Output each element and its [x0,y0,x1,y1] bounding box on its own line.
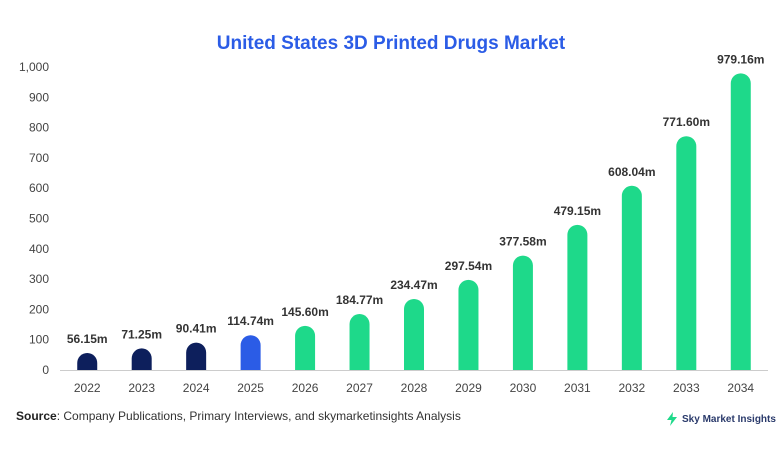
x-tick-label-2029: 2029 [455,381,482,395]
x-tick-label-2032: 2032 [618,381,645,395]
bar-2026 [295,325,316,370]
data-label-2026: 145.60m [281,305,328,319]
bar-2029 [458,279,479,370]
y-tick-label: 200 [29,302,49,316]
x-tick-label-2023: 2023 [128,381,155,395]
bar-2032 [621,185,642,370]
y-tick-label: 500 [29,212,49,226]
data-label-2029: 297.54m [445,259,492,273]
y-tick-label: 900 [29,90,49,104]
bar-2025 [240,335,261,370]
data-label-2032: 608.04m [608,165,655,179]
brand-logo: Sky Market Insights [666,412,776,426]
y-tick-label: 400 [29,242,49,256]
bar-2031 [567,224,588,370]
y-axis: 0 100 200 300 400 500 600 700 800 900 1,000 [19,60,49,377]
bar-series [77,73,751,371]
y-tick-label: 100 [29,333,49,347]
bar-2024 [186,342,207,370]
chart-title: United States 3D Printed Drugs Market [216,33,566,54]
data-label-2030: 377.58m [499,235,546,249]
data-label-2023: 71.25m [121,327,162,341]
data-labels: 56.15m 71.25m 90.41m 114.74m 145.60m 184.77m 2… [67,52,765,346]
bar-2028 [404,298,424,370]
x-tick-label-2034: 2034 [727,381,754,395]
source-note: Source: Company Publications, Primary In… [16,409,461,423]
bar-2022 [77,352,98,370]
data-label-2022: 56.15m [67,332,108,346]
bar-2027 [349,314,370,370]
x-axis: 2022 2023 2024 2025 2026 2027 2028 2029 2030 2031… [60,370,768,395]
data-label-2025: 114.74m [227,314,274,328]
source-label: Source [16,409,57,423]
data-label-2027: 184.77m [336,293,383,307]
x-tick-label-2030: 2030 [510,381,537,395]
x-tick-label-2028: 2028 [401,381,428,395]
data-label-2031: 479.15m [554,204,601,218]
brand-name: Sky Market Insights [682,413,776,425]
x-tick-label-2025: 2025 [237,381,264,395]
bar-2033 [676,136,697,370]
data-label-2024: 90.41m [176,322,217,336]
data-label-2028: 234.47m [390,278,437,292]
x-tick-label-2033: 2033 [673,381,700,395]
source-text: : Company Publications, Primary Intervie… [56,409,461,423]
y-tick-label: 0 [42,363,49,377]
x-tick-label-2022: 2022 [74,381,101,395]
lightning-bolt-icon [667,412,677,426]
bar-2023 [131,348,152,370]
x-tick-label-2026: 2026 [292,381,319,395]
data-label-2034: 979.16m [717,52,764,66]
x-tick-label-2024: 2024 [183,381,210,395]
bar-2034 [730,73,751,371]
y-tick-label: 1,000 [19,60,49,74]
y-tick-label: 700 [29,151,49,165]
data-label-2033: 771.60m [663,115,710,129]
x-tick-label-2031: 2031 [564,381,591,395]
y-tick-label: 800 [29,121,49,135]
y-tick-label: 300 [29,272,49,286]
bar-2030 [512,255,533,370]
y-tick-label: 600 [29,181,49,195]
x-tick-label-2027: 2027 [346,381,373,395]
